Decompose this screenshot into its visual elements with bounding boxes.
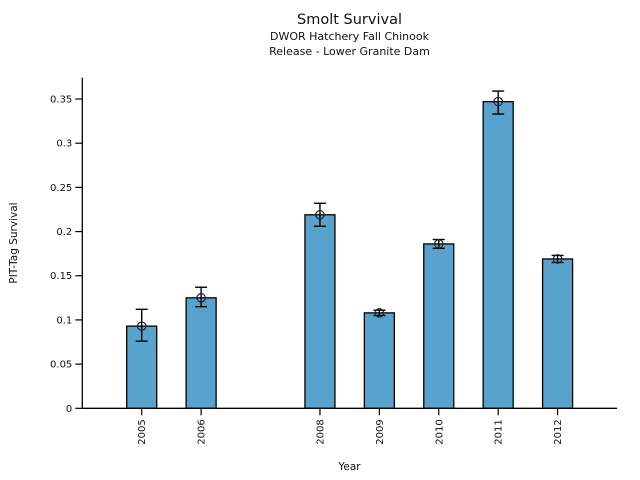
y-tick-label-0.1: 0.1: [56, 315, 72, 326]
chart-subtitle-line1: DWOR Hatchery Fall Chinook: [270, 30, 429, 43]
y-tick-label-0.2: 0.2: [56, 227, 72, 238]
bar-2012: [541, 258, 574, 409]
x-axis-label: Year: [338, 461, 361, 473]
errorbar-marker-2012: [552, 254, 563, 264]
x-tick-label-2009: 2009: [375, 419, 386, 444]
x-tick-label-2005: 2005: [137, 419, 148, 444]
y-tick-label-0.35: 0.35: [50, 95, 72, 106]
bar-2009: [363, 312, 396, 409]
chart-subtitle-line2: Release - Lower Granite Dam: [269, 45, 430, 58]
x-tick-label-2008: 2008: [315, 419, 326, 444]
y-tick-label-0.15: 0.15: [50, 271, 72, 282]
bar-2011: [482, 101, 514, 409]
errorbar-marker-2008: [315, 209, 325, 220]
y-tick-label-0.3: 0.3: [56, 139, 72, 150]
errorbar-marker-2005: [136, 321, 147, 331]
errorbar-marker-2011: [493, 96, 503, 107]
x-tick-label-2006: 2006: [197, 419, 208, 444]
bar-2008: [304, 214, 336, 409]
chart-title: Smolt Survival: [297, 12, 402, 28]
errorbar-marker-2010: [433, 239, 444, 249]
y-tick-label-0: 0: [66, 404, 72, 415]
bar-2006: [185, 297, 217, 409]
errorbar-marker-2009: [374, 308, 385, 318]
y-tick-label-0.05: 0.05: [50, 360, 72, 371]
y-tick-label-0.25: 0.25: [50, 183, 72, 194]
errorbar-marker-2006: [196, 293, 206, 303]
x-tick-label-2011: 2011: [494, 419, 505, 444]
x-tick-label-2010: 2010: [434, 419, 445, 444]
bar-2010: [423, 243, 455, 409]
x-tick-label-2012: 2012: [553, 419, 564, 444]
